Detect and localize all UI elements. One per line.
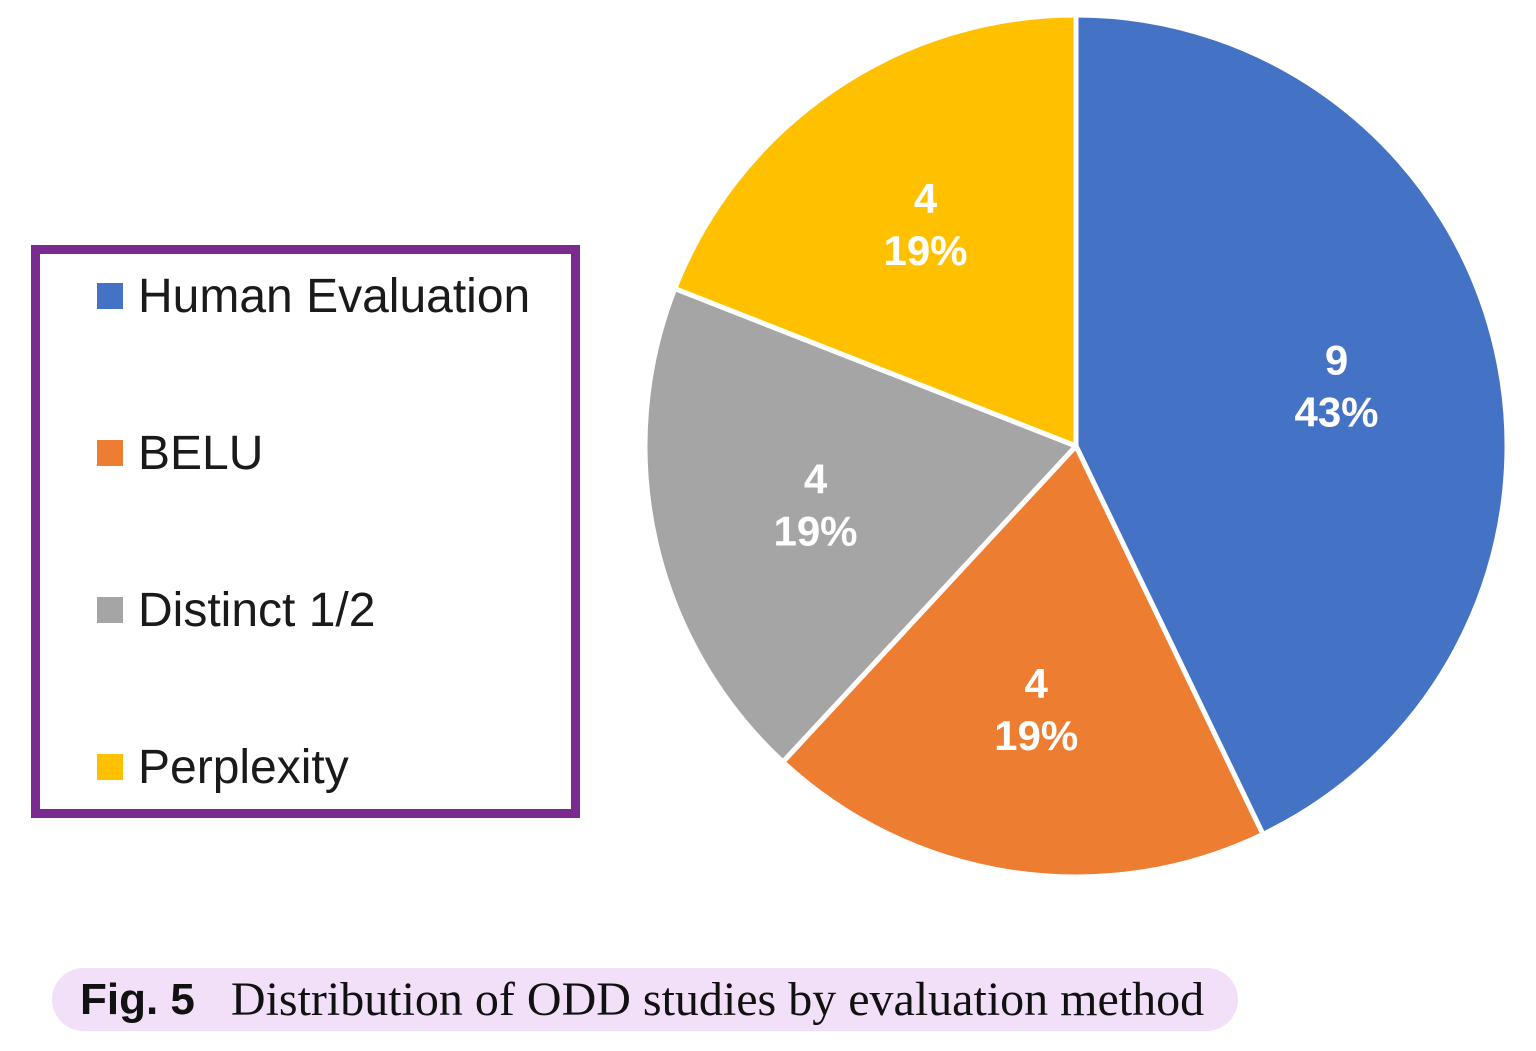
legend-item-human-evaluation: Human Evaluation xyxy=(40,268,571,324)
legend-label: BELU xyxy=(138,426,264,480)
legend-label: Perplexity xyxy=(138,740,349,794)
pie-slice-label-perplexity: 4 19% xyxy=(883,175,967,274)
pie-slice-belu xyxy=(780,443,1266,880)
pie-slice-distinct-1-2 xyxy=(642,286,1079,765)
pie-slice-human-evaluation xyxy=(1073,12,1510,837)
legend-label: Human Evaluation xyxy=(138,269,531,323)
legend-swatch-icon xyxy=(97,440,123,466)
figure-caption-label: Fig. 5 xyxy=(80,974,195,1024)
figure-caption: Fig. 5 Distribution of ODD studies by ev… xyxy=(52,968,1239,1031)
pie-slice-label-distinct-1-2: 4 19% xyxy=(773,456,857,555)
pie-slice-label-human-evaluation: 9 43% xyxy=(1294,337,1378,436)
pie-slice-label-belu: 4 19% xyxy=(994,660,1078,759)
pie-slice-perplexity xyxy=(672,12,1079,449)
legend-swatch-icon xyxy=(97,283,123,309)
legend-item-distinct-1-2: Distinct 1/2 xyxy=(40,582,571,638)
legend-swatch-icon xyxy=(97,597,123,623)
legend-item-perplexity: Perplexity xyxy=(40,739,571,795)
figure-caption-text: Distribution of ODD studies by evaluatio… xyxy=(230,973,1205,1026)
legend-swatch-icon xyxy=(97,754,123,780)
legend-item-belu: BELU xyxy=(40,425,571,481)
legend-label: Distinct 1/2 xyxy=(138,583,376,637)
chart-legend: Human Evaluation BELU Distinct 1/2 Perplexi… xyxy=(31,245,580,818)
